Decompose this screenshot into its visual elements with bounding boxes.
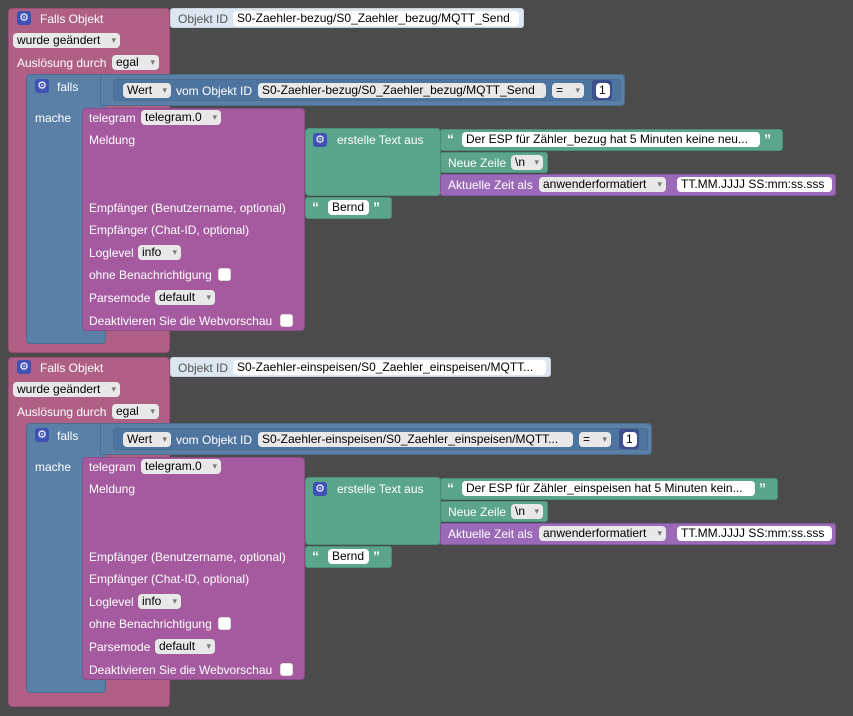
parsemode-label: Parsemode	[89, 291, 151, 305]
number-field[interactable]: 1	[596, 83, 610, 98]
chat-id-label: Empfänger (Chat-ID, optional)	[89, 223, 250, 237]
silent-checkbox[interactable]	[218, 617, 231, 630]
telegram-instance-dropdown[interactable]: telegram.0	[141, 459, 221, 474]
recipient-field[interactable]: Bernd	[328, 200, 369, 215]
cond-object-id-field[interactable]: S0-Zaehler-bezug/S0_Zaehler_bezug/MQTT_S…	[258, 83, 546, 98]
recipient-field[interactable]: Bernd	[328, 549, 369, 564]
operator-dropdown[interactable]: =	[552, 83, 584, 98]
quote-open-icon: “	[312, 548, 319, 564]
triggered-by-label: Auslösung durch	[17, 56, 107, 70]
cond-object-id-field[interactable]: S0-Zaehler-einspeisen/S0_Zaehler_einspei…	[258, 432, 573, 447]
silent-checkbox[interactable]	[218, 268, 231, 281]
silent-label: ohne Benachrichtigung	[89, 617, 212, 631]
chat-id-label: Empfänger (Chat-ID, optional)	[89, 572, 250, 586]
text-string-field[interactable]: Der ESP für Zähler_bezug hat 5 Minuten k…	[462, 132, 760, 147]
from-object-label: vom Objekt ID	[176, 433, 253, 447]
gear-icon[interactable]: ⚙	[313, 133, 327, 147]
object-id-label: Objekt ID	[178, 12, 229, 26]
value-dropdown[interactable]: Wert	[123, 83, 171, 98]
create-text-label: erstelle Text aus	[337, 133, 424, 147]
quote-open-icon: “	[312, 199, 319, 215]
parsemode-dropdown[interactable]: default	[155, 290, 215, 305]
preview-checkbox[interactable]	[280, 314, 293, 327]
time-format-dropdown[interactable]: anwenderformatiert	[539, 526, 666, 541]
gear-icon[interactable]: ⚙	[313, 482, 327, 496]
changed-dropdown[interactable]: wurde geändert	[13, 382, 120, 397]
loglevel-label: Loglevel	[89, 595, 134, 609]
newline-label: Neue Zeile	[448, 156, 507, 170]
gear-icon[interactable]: ⚙	[35, 428, 49, 442]
number-field[interactable]: 1	[623, 432, 637, 447]
current-time-label: Aktuelle Zeit als	[448, 527, 533, 541]
parsemode-label: Parsemode	[89, 640, 151, 654]
then-label: mache	[35, 111, 72, 125]
time-format-dropdown[interactable]: anwenderformatiert	[539, 177, 666, 192]
quote-close-icon: ”	[764, 131, 771, 147]
recipient-label: Empfänger (Benutzername, optional)	[89, 550, 286, 564]
telegram-instance-dropdown[interactable]: telegram.0	[141, 110, 221, 125]
loglevel-dropdown[interactable]: info	[138, 594, 181, 609]
quote-close-icon: ”	[759, 480, 766, 496]
triggered-by-dropdown[interactable]: egal	[112, 55, 159, 70]
object-id-field[interactable]: S0-Zaehler-einspeisen/S0_Zaehler_einspei…	[233, 360, 546, 375]
time-pattern-field[interactable]: TT.MM.JJJJ SS:mm:ss.sss	[677, 526, 832, 541]
newline-label: Neue Zeile	[448, 505, 507, 519]
gear-icon[interactable]: ⚙	[17, 360, 31, 374]
trigger-label: Falls Objekt	[40, 12, 104, 26]
from-object-label: vom Objekt ID	[176, 84, 253, 98]
recipient-label: Empfänger (Benutzername, optional)	[89, 201, 286, 215]
newline-dropdown[interactable]: \n	[511, 504, 543, 519]
create-text-label: erstelle Text aus	[337, 482, 424, 496]
current-time-label: Aktuelle Zeit als	[448, 178, 533, 192]
preview-checkbox[interactable]	[280, 663, 293, 676]
time-pattern-field[interactable]: TT.MM.JJJJ SS:mm:ss.sss	[677, 177, 832, 192]
text-string-field[interactable]: Der ESP für Zähler_einspeisen hat 5 Minu…	[462, 481, 755, 496]
if-label: falls	[57, 80, 79, 94]
message-label: Meldung	[89, 482, 136, 496]
parsemode-dropdown[interactable]: default	[155, 639, 215, 654]
operator-dropdown[interactable]: =	[579, 432, 611, 447]
if-label: falls	[57, 429, 79, 443]
quote-close-icon: ”	[373, 548, 380, 564]
quote-open-icon: “	[447, 480, 454, 496]
gear-icon[interactable]: ⚙	[35, 79, 49, 93]
changed-dropdown[interactable]: wurde geändert	[13, 33, 120, 48]
triggered-by-dropdown[interactable]: egal	[112, 404, 159, 419]
newline-dropdown[interactable]: \n	[511, 155, 543, 170]
message-label: Meldung	[89, 133, 136, 147]
quote-open-icon: “	[447, 131, 454, 147]
silent-label: ohne Benachrichtigung	[89, 268, 212, 282]
triggered-by-label: Auslösung durch	[17, 405, 107, 419]
then-label: mache	[35, 460, 72, 474]
trigger-label: Falls Objekt	[40, 361, 104, 375]
gear-icon[interactable]: ⚙	[17, 11, 31, 25]
object-id-label: Objekt ID	[178, 361, 229, 375]
loglevel-dropdown[interactable]: info	[138, 245, 181, 260]
preview-label: Deaktivieren Sie die Webvorschau	[89, 663, 273, 677]
telegram-label: telegram	[89, 111, 136, 125]
create-text-block[interactable]	[305, 477, 441, 545]
preview-label: Deaktivieren Sie die Webvorschau	[89, 314, 273, 328]
loglevel-label: Loglevel	[89, 246, 134, 260]
value-dropdown[interactable]: Wert	[123, 432, 171, 447]
create-text-block[interactable]	[305, 128, 441, 196]
telegram-label: telegram	[89, 460, 136, 474]
object-id-field[interactable]: S0-Zaehler-bezug/S0_Zaehler_bezug/MQTT_S…	[233, 11, 519, 26]
quote-close-icon: ”	[373, 199, 380, 215]
